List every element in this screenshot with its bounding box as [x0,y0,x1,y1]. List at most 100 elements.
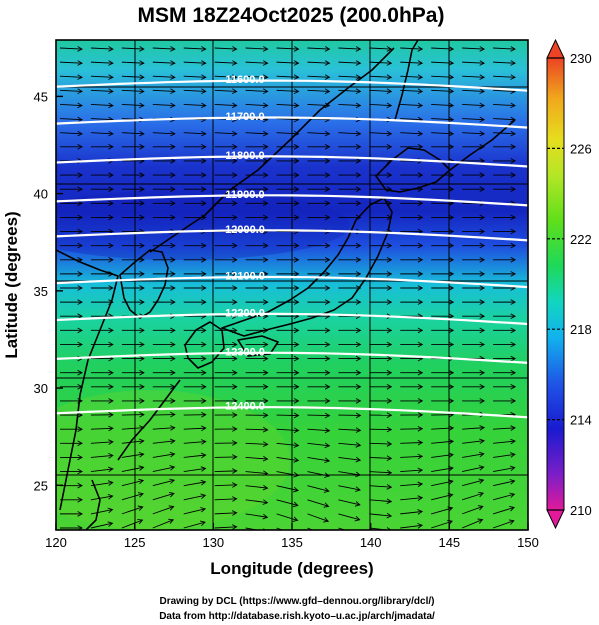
wind-vector [183,467,206,472]
wind-vector-head [262,398,269,404]
wind-vector [338,75,361,78]
wind-vector-head [232,200,238,207]
wind-vector-head [108,369,114,376]
wind-vector [152,104,175,107]
wind-vector [431,454,454,458]
wind-vector-head [448,74,455,80]
wind-vector-head [448,369,455,376]
wind-vector-head [138,451,145,458]
wind-vector-head [386,200,393,207]
wind-vector [245,118,268,121]
wind-vector-head [448,228,455,235]
wind-vector [431,507,453,515]
wind-vector-head [355,486,361,492]
wind-vector [493,453,515,458]
wind-vector-head [108,242,114,249]
wind-vector-head [293,486,299,493]
wind-vector [307,75,330,78]
wind-vector [400,455,423,458]
wind-vector-head [448,425,455,431]
wind-vector-head [510,271,517,277]
wind-vector [400,442,423,444]
wind-vector-head [139,398,145,404]
wind-vector-head [170,369,176,376]
wind-vector [59,118,82,121]
wind-vector [121,453,144,458]
wind-vector [431,132,454,135]
wind-vector-head [293,285,300,291]
wind-vector-head [293,427,300,434]
wind-vector-head [509,465,516,472]
wind-vector-head [201,158,207,164]
wind-vector [431,47,454,50]
wind-vector-head [355,369,362,376]
wind-vector [400,132,423,135]
wind-vector [338,47,361,50]
wind-vector-head [417,299,424,305]
wind-vector-head [478,491,484,498]
wind-vector [400,511,423,515]
height-contour-line [56,229,528,242]
wind-vector-head [170,74,176,80]
wind-vector-head [201,242,207,249]
wind-vector-head [479,116,486,123]
wind-vector-head [77,46,83,52]
wind-vector-head [108,200,114,207]
wind-vector-head [355,285,362,291]
wind-vector-head [448,438,455,445]
wind-vector-head [201,74,207,80]
wind-vector-head [77,116,83,123]
wind-vector-head [508,519,515,525]
wind-vector-head [417,369,424,376]
wind-vector-head [139,74,145,80]
wind-vector-head [77,257,83,263]
wind-vector-head [479,88,486,95]
wind-vector [90,61,113,64]
wind-vector [121,47,144,50]
wind-vector [152,440,175,444]
wind-vector-head [293,271,300,277]
wind-vector-head [478,465,485,471]
wind-vector [461,519,483,529]
wind-vector-head [479,158,486,164]
wind-vector-head [138,438,145,445]
wind-vector [369,75,392,78]
wind-vector-head [324,271,331,277]
wind-vector-head [108,327,114,334]
wind-vector-head [479,228,486,235]
wind-vector [307,428,330,432]
wind-vector [245,428,268,431]
wind-vector-head [77,144,83,150]
wind-vector-head [201,88,207,95]
wind-vector-head [77,384,83,390]
wind-vector [245,75,268,78]
wind-vector [431,467,453,472]
wind-vector-head [448,186,455,192]
wind-vector-head [77,511,83,517]
wind-vector-head [139,242,145,249]
wind-vector-head [510,398,517,404]
wind-vector-head [355,299,362,305]
wind-vector-head [108,60,114,66]
wind-vector-head [77,271,83,277]
wind-vector-head [108,257,114,263]
wind-vector-head [448,144,455,150]
wind-vector [59,61,82,64]
wind-vector [493,118,516,121]
height-contour-label: 11900.0 [225,189,264,201]
wind-vector-head [386,498,393,505]
wind-vector-head [386,355,393,362]
wind-vector-head [510,355,517,362]
wind-vector-head [201,398,207,404]
wind-vector-head [355,144,362,150]
wind-vector-head [201,425,207,432]
wind-vector [90,75,113,78]
wind-vector-head [108,186,114,192]
wind-vector-head [355,158,362,164]
wind-vector [400,61,423,64]
wind-vector [338,485,361,491]
wind-vector-head [293,341,300,348]
y-tick-label: 35 [34,284,48,299]
wind-vector [245,442,268,445]
wind-vector [493,61,516,64]
